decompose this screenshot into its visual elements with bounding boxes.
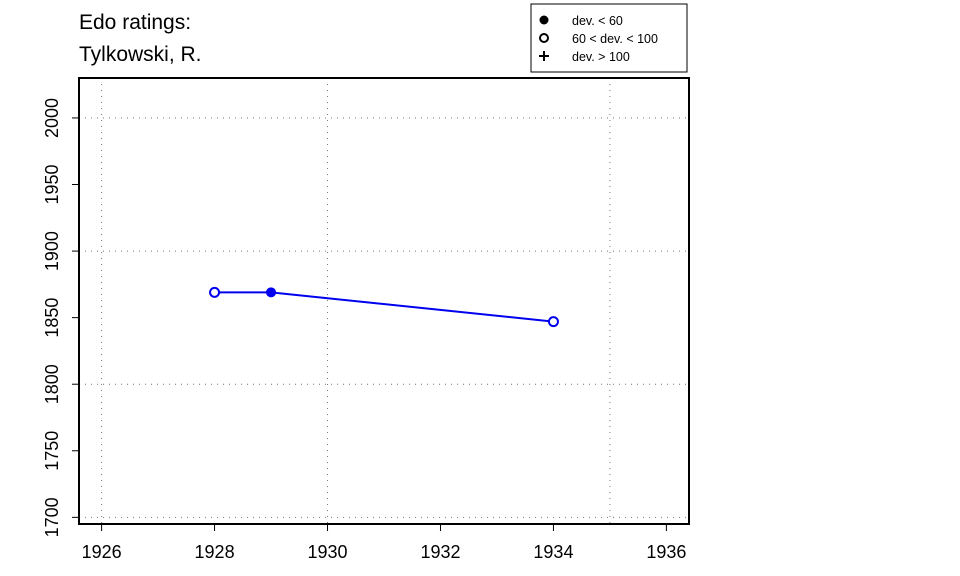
- chart-title-line-1: Edo ratings:: [79, 11, 191, 34]
- legend-marker-open: [539, 33, 549, 43]
- plot-frame: [78, 77, 690, 525]
- x-tick-label: 1928: [195, 542, 235, 562]
- series-layer: [209, 286, 559, 328]
- series-line: [214, 291, 554, 323]
- x-tick-label: 1936: [646, 542, 686, 562]
- axes: 1700 1750 1800 1850 1900 1950 2000 1926 1928 1930…: [42, 98, 686, 562]
- legend-label: 60 < dev. < 100: [572, 32, 658, 46]
- x-tick-label: 1932: [420, 542, 460, 562]
- data-point: [209, 286, 221, 298]
- y-tick-label: 1700: [42, 497, 62, 537]
- y-tick-label: 1900: [42, 231, 62, 271]
- y-tick-label: 1950: [42, 164, 62, 204]
- x-tick-label: 1934: [533, 542, 573, 562]
- data-point: [266, 287, 277, 298]
- y-tick-label: 2000: [42, 98, 62, 138]
- legend-marker-plus: [539, 51, 549, 61]
- chart-title-line-2: Tylkowski, R.: [79, 43, 202, 66]
- y-tick-label: 1800: [42, 364, 62, 404]
- legend-label: dev. > 100: [572, 50, 630, 64]
- x-tick-label: 1926: [82, 542, 122, 562]
- legend-marker-filled: [539, 15, 549, 25]
- grid-lines: [79, 78, 689, 524]
- legend-label: dev. < 60: [572, 14, 623, 28]
- y-tick-label: 1850: [42, 298, 62, 338]
- x-tick-label: 1930: [307, 542, 347, 562]
- data-point: [547, 316, 559, 328]
- y-tick-label: 1750: [42, 431, 62, 471]
- legend: dev. < 60 60 < dev. < 100 dev. > 100: [530, 3, 688, 73]
- legend-box: [530, 3, 688, 73]
